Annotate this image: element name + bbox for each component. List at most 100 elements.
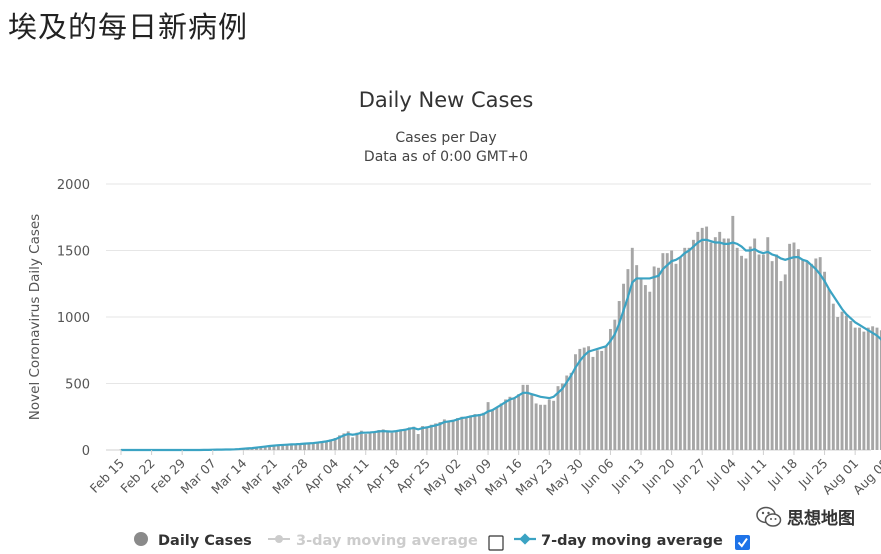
bar: [565, 375, 569, 450]
y-tick-label: 0: [82, 444, 90, 459]
bar: [464, 418, 468, 450]
bar: [709, 242, 713, 450]
bar: [587, 346, 591, 450]
bar: [674, 263, 678, 450]
daily-cases-bars: [119, 215, 881, 451]
bar: [827, 289, 831, 450]
bar: [783, 274, 787, 450]
bar: [574, 354, 577, 450]
bar: [377, 430, 381, 450]
bar: [438, 422, 442, 450]
legend-3day-label: 3-day moving average: [296, 533, 478, 549]
bar: [796, 249, 800, 450]
bar: [425, 427, 429, 450]
bar: [652, 266, 656, 450]
bar: [521, 384, 525, 450]
bar: [298, 443, 302, 450]
x-tick-label: Jul 11: [733, 456, 769, 492]
bar: [346, 431, 350, 450]
bar: [534, 403, 538, 450]
bar: [718, 231, 722, 450]
bar: [342, 433, 346, 451]
bar: [604, 346, 608, 450]
bar: [862, 331, 866, 450]
bar: [552, 400, 556, 450]
legend-3day-average[interactable]: 3-day moving average: [268, 533, 504, 551]
bar: [801, 259, 805, 450]
legend-7day-checkbox[interactable]: [735, 535, 750, 550]
bar: [386, 432, 390, 451]
bar: [504, 399, 508, 450]
bar: [272, 445, 276, 451]
bar: [600, 350, 604, 450]
legend-7day-label: 7-day moving average: [541, 533, 723, 549]
x-tick-label: Jun 20: [639, 455, 678, 494]
bar: [748, 246, 752, 450]
chart-subtitle-2: Data as of 0:00 GMT+0: [364, 149, 528, 165]
bar: [294, 444, 298, 450]
bar: [456, 418, 459, 450]
x-tick-label: Jun 06: [577, 455, 616, 494]
bar: [390, 432, 394, 450]
bar: [617, 301, 621, 450]
bar: [333, 438, 337, 450]
bar: [263, 446, 267, 450]
bar: [613, 319, 617, 450]
bar: [849, 320, 853, 450]
x-tick-label: Jul 04: [703, 455, 739, 491]
bar: [810, 263, 813, 450]
bar: [814, 258, 818, 450]
bar: [381, 429, 385, 450]
bar: [373, 432, 376, 451]
bar: [735, 247, 739, 450]
legend-3day-checkbox[interactable]: [488, 535, 504, 551]
bar: [530, 394, 534, 450]
bar: [705, 226, 709, 450]
bar: [823, 271, 827, 450]
bar: [316, 442, 320, 450]
y-tick-label: 1500: [57, 245, 90, 260]
bar: [582, 347, 586, 450]
bar: [329, 439, 333, 450]
bar: [696, 231, 700, 450]
bar: [687, 247, 691, 450]
bar: [770, 261, 774, 450]
bar: [517, 394, 521, 450]
bar: [692, 239, 695, 450]
bar: [731, 215, 735, 450]
x-tick-label: Jun 27: [669, 456, 708, 495]
legend-7day-average[interactable]: 7-day moving average: [514, 533, 750, 550]
bar: [543, 404, 547, 450]
legend-daily-cases[interactable]: Daily Cases: [134, 532, 252, 549]
bar: [700, 227, 704, 450]
bar: [639, 278, 643, 450]
bar: [858, 327, 861, 450]
bar: [447, 420, 451, 450]
bar: [451, 421, 455, 450]
bar: [643, 285, 647, 450]
bar: [403, 428, 407, 450]
bar: [364, 434, 368, 450]
seven-day-average-line: [121, 238, 881, 452]
bar: [499, 403, 503, 450]
bar: [744, 258, 748, 450]
bar: [757, 254, 761, 450]
bar: [635, 265, 639, 450]
bar: [281, 444, 285, 450]
bar: [569, 372, 573, 450]
chart-title: Daily New Cases: [359, 88, 534, 112]
x-tick-label: Jul 18: [764, 455, 800, 491]
bar: [324, 440, 328, 450]
bar: [879, 330, 881, 450]
bar: [473, 414, 477, 450]
bar: [320, 441, 324, 450]
bar: [442, 419, 446, 450]
checkbox-checked-bg: [735, 535, 750, 550]
y-axis-ticks: 0 500 1000 1500 2000: [57, 178, 90, 459]
bar: [722, 238, 726, 450]
bar: [726, 238, 730, 450]
bar: [469, 415, 473, 450]
bar: [661, 253, 665, 450]
